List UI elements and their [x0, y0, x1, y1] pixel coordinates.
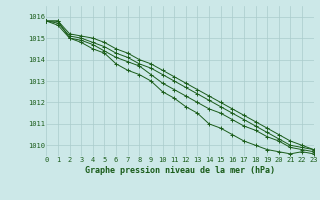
- X-axis label: Graphe pression niveau de la mer (hPa): Graphe pression niveau de la mer (hPa): [85, 166, 275, 175]
